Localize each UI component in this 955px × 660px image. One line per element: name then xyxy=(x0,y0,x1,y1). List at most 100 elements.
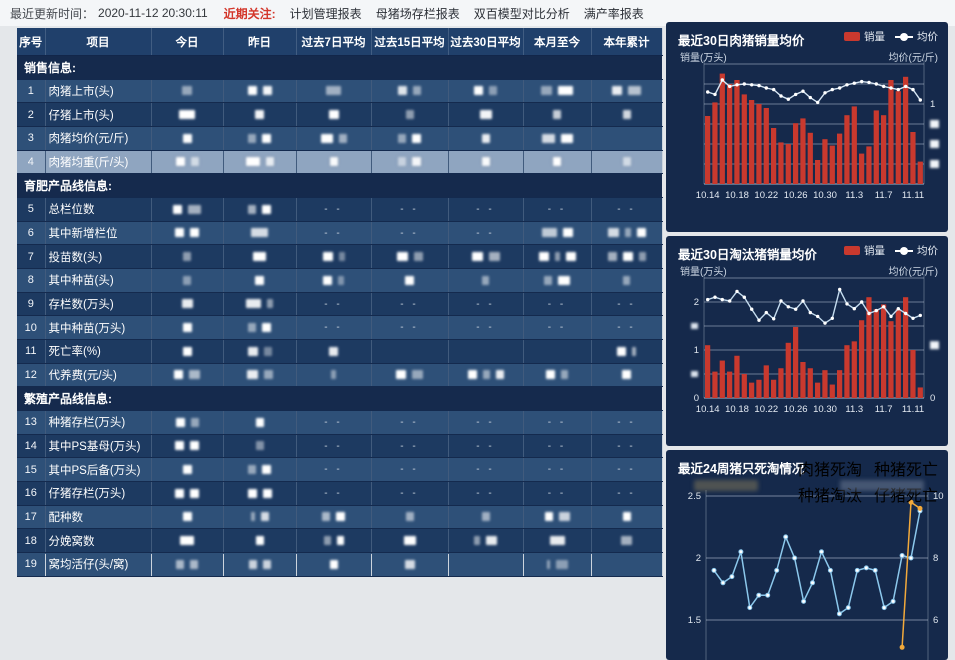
line-point[interactable] xyxy=(904,311,908,316)
table-row[interactable]: 14 其中PS基母(万头) - -- -- -- -- - xyxy=(17,434,663,459)
bar[interactable] xyxy=(859,153,865,184)
table-row[interactable]: 3 肉猪均价(元/斤) xyxy=(17,126,663,151)
line-point[interactable] xyxy=(706,90,710,94)
column-header-6[interactable]: 过去30日平均 xyxy=(448,28,524,56)
bar[interactable] xyxy=(903,297,909,398)
bar[interactable] xyxy=(837,370,843,398)
line-point[interactable] xyxy=(896,87,900,92)
bar[interactable] xyxy=(807,132,813,184)
legend-item[interactable]: 肉猪死淘 xyxy=(798,456,862,480)
link-plan-report[interactable]: 计划管理报表 xyxy=(289,6,362,21)
table-row[interactable]: 15 其中PS后备(万头) - -- -- -- -- - xyxy=(17,457,663,483)
table-row[interactable]: 11 死亡率(%) xyxy=(17,339,663,364)
line-point[interactable] xyxy=(713,295,717,299)
link-sow-farm-inventory-report[interactable]: 母猪场存栏报表 xyxy=(375,6,460,21)
bar[interactable] xyxy=(895,91,901,184)
bar[interactable] xyxy=(749,382,755,398)
line-point[interactable] xyxy=(742,295,746,299)
line-point[interactable] xyxy=(899,553,905,558)
link-double-hundred-model-compare[interactable]: 双百模型对比分析 xyxy=(473,6,570,21)
line-point[interactable] xyxy=(918,98,922,102)
line-point[interactable] xyxy=(874,308,878,313)
bar[interactable] xyxy=(866,146,872,184)
line-point[interactable] xyxy=(904,84,908,89)
line-point[interactable] xyxy=(801,598,807,604)
line-point[interactable] xyxy=(823,321,827,325)
bar[interactable] xyxy=(763,108,769,184)
line-point[interactable] xyxy=(738,549,744,555)
bar[interactable] xyxy=(756,104,762,184)
line-point[interactable] xyxy=(845,605,851,611)
bar[interactable] xyxy=(895,309,901,398)
line-point[interactable] xyxy=(786,97,790,101)
bar[interactable] xyxy=(793,326,799,398)
line-point[interactable] xyxy=(713,92,717,97)
line-point[interactable] xyxy=(801,299,805,303)
bar[interactable] xyxy=(719,73,725,184)
bar[interactable] xyxy=(712,371,718,398)
legend-item[interactable]: 种猪死亡 xyxy=(874,456,938,480)
bar[interactable] xyxy=(859,320,865,398)
line-point[interactable] xyxy=(911,87,915,92)
bar[interactable] xyxy=(763,365,769,398)
bar[interactable] xyxy=(815,160,821,184)
line-point[interactable] xyxy=(750,83,754,87)
line-point[interactable] xyxy=(819,549,824,555)
bar[interactable] xyxy=(778,368,784,398)
line-point[interactable] xyxy=(899,644,905,650)
legend-item[interactable]: 仔猪死亡 xyxy=(874,482,938,506)
bar[interactable] xyxy=(822,139,828,184)
table-row[interactable]: 5 总栏位数 - -- -- -- -- - xyxy=(17,197,663,222)
bar[interactable] xyxy=(727,371,733,398)
line-point[interactable] xyxy=(872,567,878,573)
line-point[interactable] xyxy=(786,305,790,309)
line-point[interactable] xyxy=(830,87,834,92)
line-point[interactable] xyxy=(908,555,914,561)
line-point[interactable] xyxy=(720,297,724,302)
bar[interactable] xyxy=(807,368,813,398)
line-point[interactable] xyxy=(854,567,860,573)
line-point[interactable] xyxy=(720,78,724,82)
bar[interactable] xyxy=(800,118,806,184)
table-row[interactable]: 10 其中种苗(万头) - -- -- -- -- - xyxy=(17,315,663,341)
line-point[interactable] xyxy=(845,302,849,306)
bar[interactable] xyxy=(851,106,857,184)
table-row[interactable]: 17 配种数 xyxy=(17,505,663,530)
line-point[interactable] xyxy=(774,567,780,573)
bar[interactable] xyxy=(712,102,718,184)
bar[interactable] xyxy=(815,382,821,398)
bar[interactable] xyxy=(822,370,828,398)
column-header-1[interactable]: 项目 xyxy=(45,28,152,56)
line-point[interactable] xyxy=(845,83,849,87)
bar[interactable] xyxy=(844,115,850,184)
line-point[interactable] xyxy=(783,534,789,540)
line-point[interactable] xyxy=(711,567,717,573)
legend-item[interactable]: 销量 xyxy=(844,243,885,258)
bar[interactable] xyxy=(851,341,857,398)
table-row[interactable]: 7 投苗数(头) xyxy=(17,244,663,270)
bar[interactable] xyxy=(741,374,747,398)
line-point[interactable] xyxy=(890,598,896,604)
line-point[interactable] xyxy=(830,316,834,320)
bar[interactable] xyxy=(734,355,740,398)
line-point[interactable] xyxy=(860,79,864,84)
bar[interactable] xyxy=(705,345,711,398)
bar[interactable] xyxy=(756,379,762,398)
line-point[interactable] xyxy=(765,592,771,598)
line-point[interactable] xyxy=(860,300,864,304)
table-row[interactable]: 9 存栏数(万头) - -- -- -- -- - xyxy=(17,292,663,317)
line-point[interactable] xyxy=(838,287,842,292)
bar[interactable] xyxy=(910,350,916,398)
line-point[interactable] xyxy=(852,307,856,311)
column-header-2[interactable]: 今日 xyxy=(151,28,224,56)
table-row[interactable]: 4 肉猪均重(斤/头) xyxy=(17,150,663,175)
line-point[interactable] xyxy=(772,87,776,92)
line-point[interactable] xyxy=(863,565,869,571)
line-point[interactable] xyxy=(896,307,900,311)
bar[interactable] xyxy=(771,128,777,184)
bar[interactable] xyxy=(727,84,733,184)
line-point[interactable] xyxy=(881,605,887,611)
line-point[interactable] xyxy=(757,318,761,322)
line-point[interactable] xyxy=(838,86,842,90)
line-point[interactable] xyxy=(816,314,820,319)
